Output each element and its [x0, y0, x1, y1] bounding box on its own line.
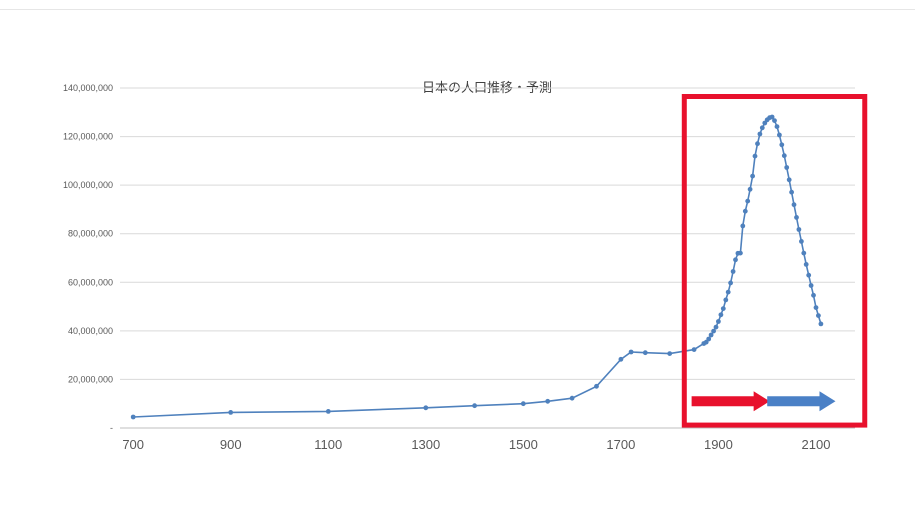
- x-tick-label: 900: [220, 437, 242, 452]
- data-point: [755, 141, 760, 147]
- data-point: [794, 215, 799, 220]
- y-tick-label: 100,000,000: [63, 180, 113, 190]
- data-point: [733, 257, 738, 263]
- data-point: [691, 347, 697, 352]
- y-tick-label: 40,000,000: [68, 326, 113, 336]
- data-point: [725, 289, 731, 295]
- data-point: [803, 262, 809, 267]
- data-point: [796, 227, 802, 232]
- data-point: [720, 306, 726, 311]
- y-tick-label: 80,000,000: [68, 229, 113, 239]
- population-line: [133, 116, 822, 418]
- data-point: [520, 401, 526, 407]
- data-point: [569, 395, 575, 401]
- y-tick-label: 60,000,000: [68, 277, 113, 287]
- x-tick-label: 1100: [314, 437, 342, 452]
- data-point: [757, 131, 763, 137]
- data-point: [781, 153, 787, 159]
- data-point: [789, 189, 794, 195]
- data-point: [423, 405, 429, 411]
- data-point: [769, 114, 775, 120]
- data-point: [728, 280, 733, 286]
- data-point: [811, 292, 816, 298]
- data-point: [472, 403, 477, 409]
- data-point: [716, 319, 721, 324]
- data-point: [594, 383, 599, 389]
- data-point: [713, 324, 719, 330]
- x-tick-label: 1300: [411, 437, 440, 452]
- data-point: [745, 198, 751, 204]
- data-point: [818, 321, 824, 327]
- data-point: [642, 350, 648, 356]
- data-point: [618, 356, 624, 362]
- data-point: [740, 223, 746, 229]
- data-point: [791, 202, 797, 208]
- data-point: [738, 250, 743, 256]
- data-point: [786, 177, 792, 183]
- data-point: [808, 283, 814, 288]
- data-point: [742, 208, 748, 214]
- data-point: [628, 349, 634, 355]
- data-point: [777, 132, 782, 138]
- data-point: [752, 153, 758, 159]
- data-point: [228, 410, 234, 415]
- data-point: [723, 297, 729, 303]
- x-tick-label: 1700: [606, 437, 635, 452]
- y-tick-label: 120,000,000: [63, 132, 113, 142]
- data-point: [747, 186, 753, 192]
- blue-arrow: [767, 391, 836, 412]
- y-tick-label: -: [110, 423, 113, 433]
- data-point: [799, 239, 804, 244]
- top-divider: [0, 9, 915, 10]
- data-point: [718, 312, 724, 318]
- x-tick-label: 2100: [802, 437, 831, 452]
- data-point: [806, 272, 812, 278]
- data-point: [545, 398, 551, 404]
- data-point: [130, 414, 136, 420]
- data-point: [750, 173, 755, 179]
- data-point: [706, 336, 712, 342]
- data-point: [784, 165, 790, 170]
- data-point: [759, 125, 765, 131]
- data-point: [708, 332, 714, 338]
- y-tick-label: 20,000,000: [68, 374, 113, 384]
- data-point: [779, 142, 785, 148]
- y-tick-label: 140,000,000: [63, 83, 113, 93]
- data-point: [730, 269, 736, 274]
- data-point: [813, 305, 819, 310]
- x-tick-label: 1500: [509, 437, 538, 452]
- data-point: [801, 250, 807, 256]
- highlight-box: [681, 94, 868, 428]
- data-point: [325, 409, 331, 414]
- x-tick-label: 700: [122, 437, 144, 452]
- data-point: [816, 313, 821, 318]
- x-tick-label: 1900: [704, 437, 733, 452]
- red-arrow: [691, 391, 770, 412]
- data-point: [772, 118, 777, 123]
- data-point: [711, 328, 716, 334]
- data-point: [667, 351, 673, 356]
- data-point: [774, 124, 780, 129]
